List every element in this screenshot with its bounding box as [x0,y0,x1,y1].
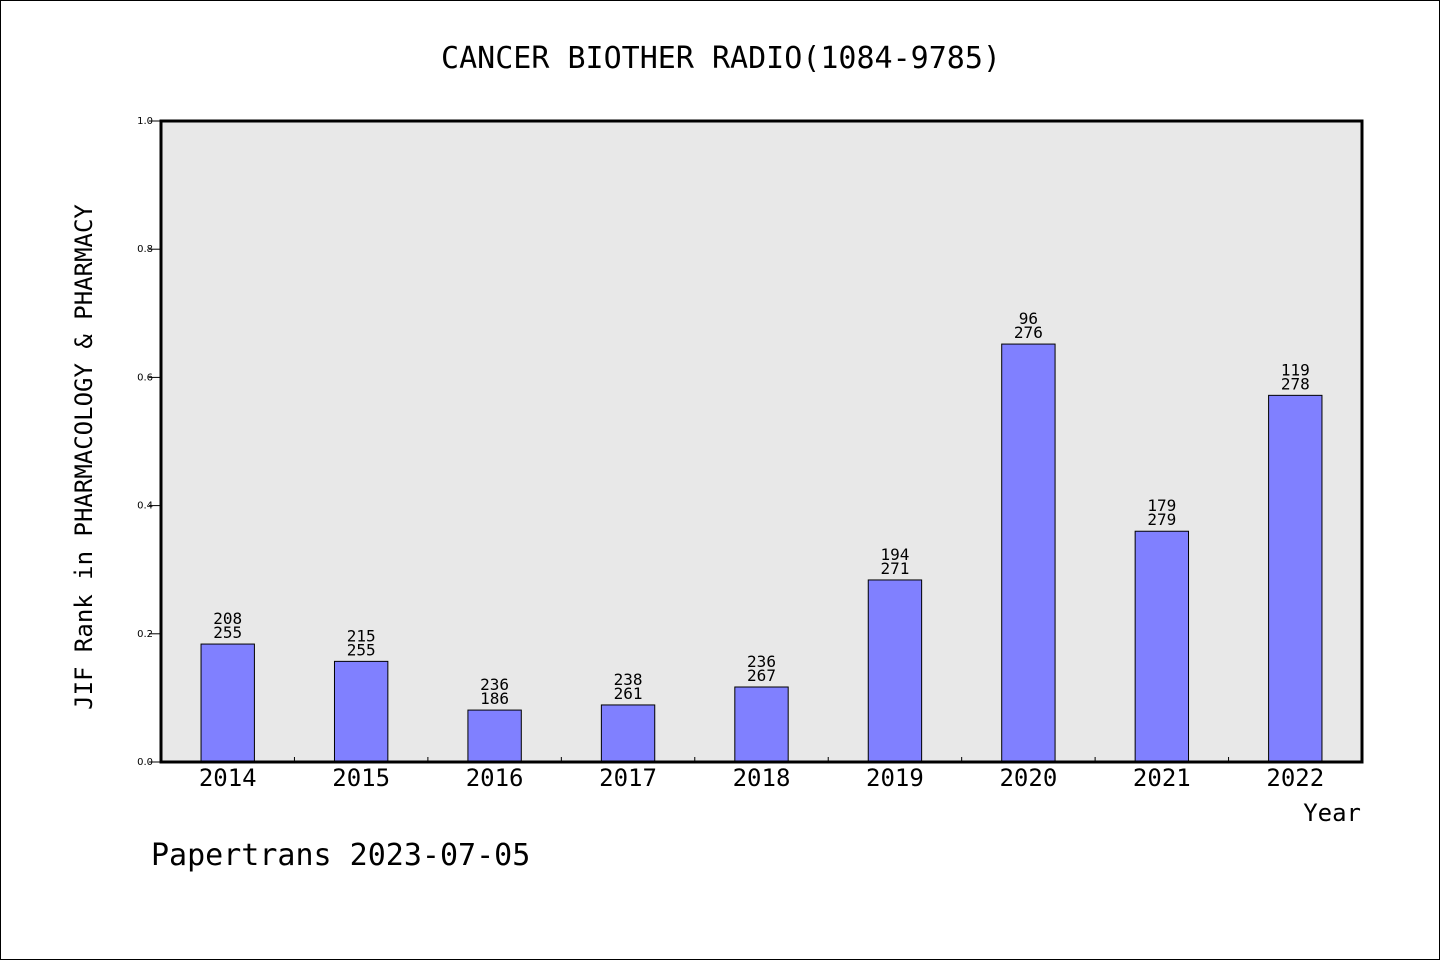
bar-2020 [1001,343,1056,763]
bars-group [200,343,1323,763]
bar-2022 [1268,394,1323,763]
bar-2018 [734,686,789,763]
bar-2014 [200,643,255,763]
bar-total-label: 278 [1281,374,1310,393]
bar-total-label: 255 [213,623,242,642]
bar-rank-label: 236 [480,675,509,694]
bar-rank-label: 236 [747,652,776,671]
plot-frame [159,119,1364,764]
bar-rank-label: 215 [347,626,376,645]
y-tick-label: 0.4 [137,501,153,512]
bar-total-label: 279 [1147,510,1176,529]
x-tick-label: 2022 [1266,764,1324,792]
bar-total-label: 267 [747,666,776,685]
y-ticks-group: 0.0 0.2 0.4 0.6 0.8 1.0 [137,116,161,768]
bar-total-label: 261 [614,684,643,703]
y-tick-label: 0.6 [137,372,153,383]
bar-2021 [1134,530,1190,763]
bar-rank-label: 96 [1019,309,1038,328]
x-tick-label: 2020 [999,764,1057,792]
x-axis-label: Year [1303,799,1361,827]
bar-total-label: 186 [480,689,509,708]
y-tick-label: 0.8 [137,244,153,255]
x-tick-label: 2017 [599,764,657,792]
chart-title: CANCER BIOTHER RADIO(1084-9785) [441,41,1001,76]
bar-total-label: 271 [880,559,909,578]
bar-rank-label: 194 [880,545,909,564]
bar-rank-label: 179 [1147,496,1176,515]
x-tick-label: 2015 [332,764,390,792]
y-tick-label: 0.0 [137,757,153,768]
bar-total-label: 276 [1014,323,1043,342]
bar-rank-label: 208 [213,609,242,628]
x-tick-label: 2019 [866,764,924,792]
bar-total-label: 255 [347,640,376,659]
x-ticks-group: 2014 2015 2016 2017 2018 2019 2020 2021 2022 [199,757,1324,792]
x-tick-label: 2014 [199,764,257,792]
y-axis-label: JIF Rank in PHARMACOLOGY & PHARMACY [70,204,98,710]
bar-rank-label: 238 [614,670,643,689]
bar-2016 [467,709,522,763]
x-tick-label: 2016 [466,764,524,792]
x-tick-label: 2018 [733,764,791,792]
bar-rank-label: 119 [1281,360,1310,379]
bar-2017 [600,704,656,763]
bar-2019 [867,579,923,763]
bar-2015 [333,660,389,763]
y-tick-label: 1.0 [137,116,153,127]
y-tick-label: 0.2 [137,629,153,640]
footer-watermark: Papertrans 2023-07-05 [151,838,530,873]
x-tick-label: 2021 [1133,764,1191,792]
